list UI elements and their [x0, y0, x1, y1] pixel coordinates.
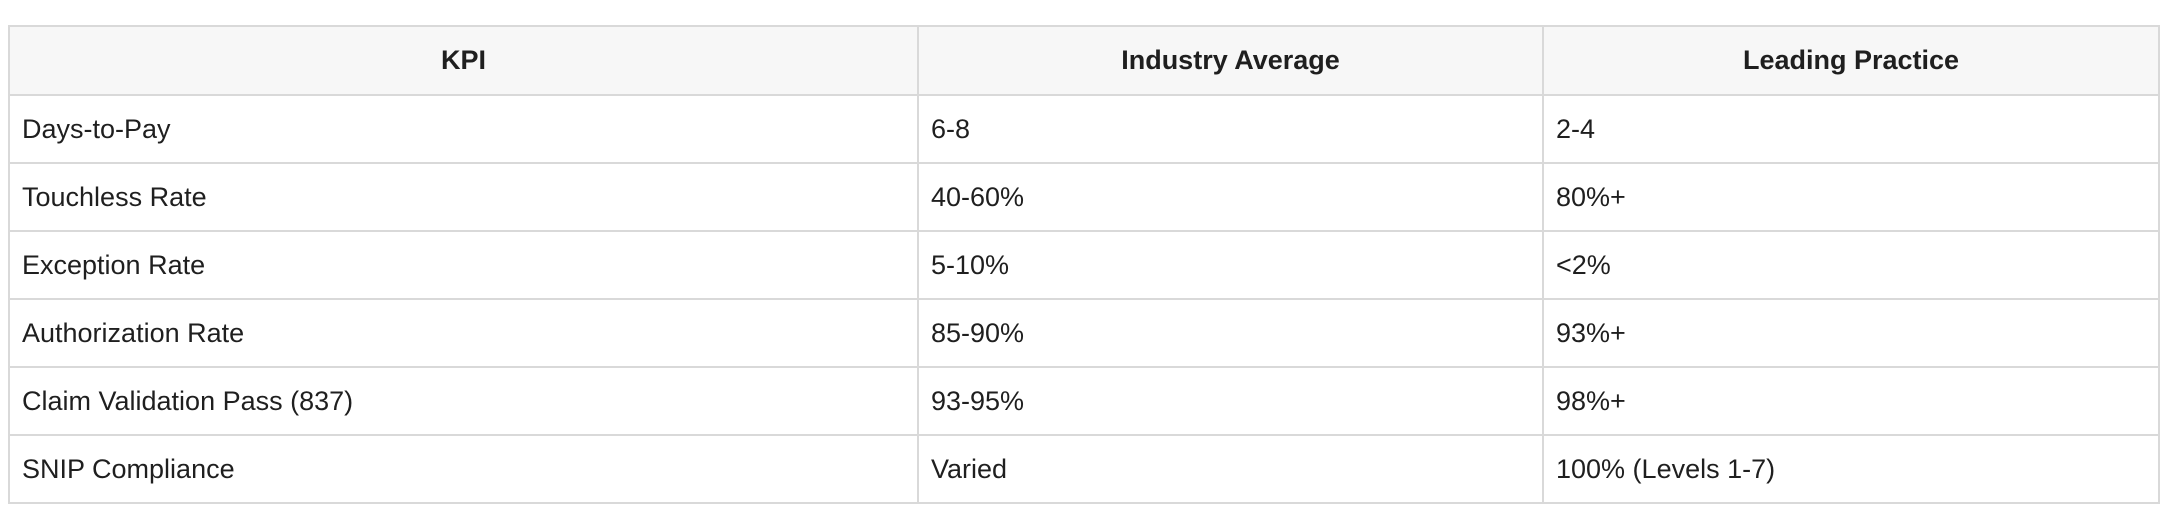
table-cell: 93-95% [917, 366, 1544, 436]
table-cell: Authorization Rate [8, 298, 919, 368]
table-cell: 93%+ [1542, 298, 2160, 368]
kpi-table: KPI Industry Average Leading Practice Days… [8, 25, 2160, 504]
table-cell: Touchless Rate [8, 162, 919, 232]
table-cell: 80%+ [1542, 162, 2160, 232]
table-cell: Varied [917, 434, 1544, 504]
table-row: Days-to-Pay 6-8 2-4 [8, 94, 2160, 164]
table-body: Days-to-Pay 6-8 2-4 Touchless Rate 40-60% 80%… [8, 94, 2160, 504]
table-cell: 6-8 [917, 94, 1544, 164]
table-cell: 98%+ [1542, 366, 2160, 436]
table-cell: Days-to-Pay [8, 94, 919, 164]
table-cell: 2-4 [1542, 94, 2160, 164]
column-header: KPI [8, 25, 919, 96]
column-header: Industry Average [917, 25, 1544, 96]
table-cell: Exception Rate [8, 230, 919, 300]
table-row: Exception Rate 5-10% <2% [8, 230, 2160, 300]
table-cell: 40-60% [917, 162, 1544, 232]
table-row: Touchless Rate 40-60% 80%+ [8, 162, 2160, 232]
table-row: Authorization Rate 85-90% 93%+ [8, 298, 2160, 368]
table-cell: <2% [1542, 230, 2160, 300]
table-cell: 5-10% [917, 230, 1544, 300]
table-cell: Claim Validation Pass (837) [8, 366, 919, 436]
table-cell: 100% (Levels 1-7) [1542, 434, 2160, 504]
table-row: SNIP Compliance Varied 100% (Levels 1-7) [8, 434, 2160, 504]
table-row: Claim Validation Pass (837) 93-95% 98%+ [8, 366, 2160, 436]
table-cell: SNIP Compliance [8, 434, 919, 504]
column-header: Leading Practice [1542, 25, 2160, 96]
table-cell: 85-90% [917, 298, 1544, 368]
header-row: KPI Industry Average Leading Practice [8, 25, 2160, 96]
